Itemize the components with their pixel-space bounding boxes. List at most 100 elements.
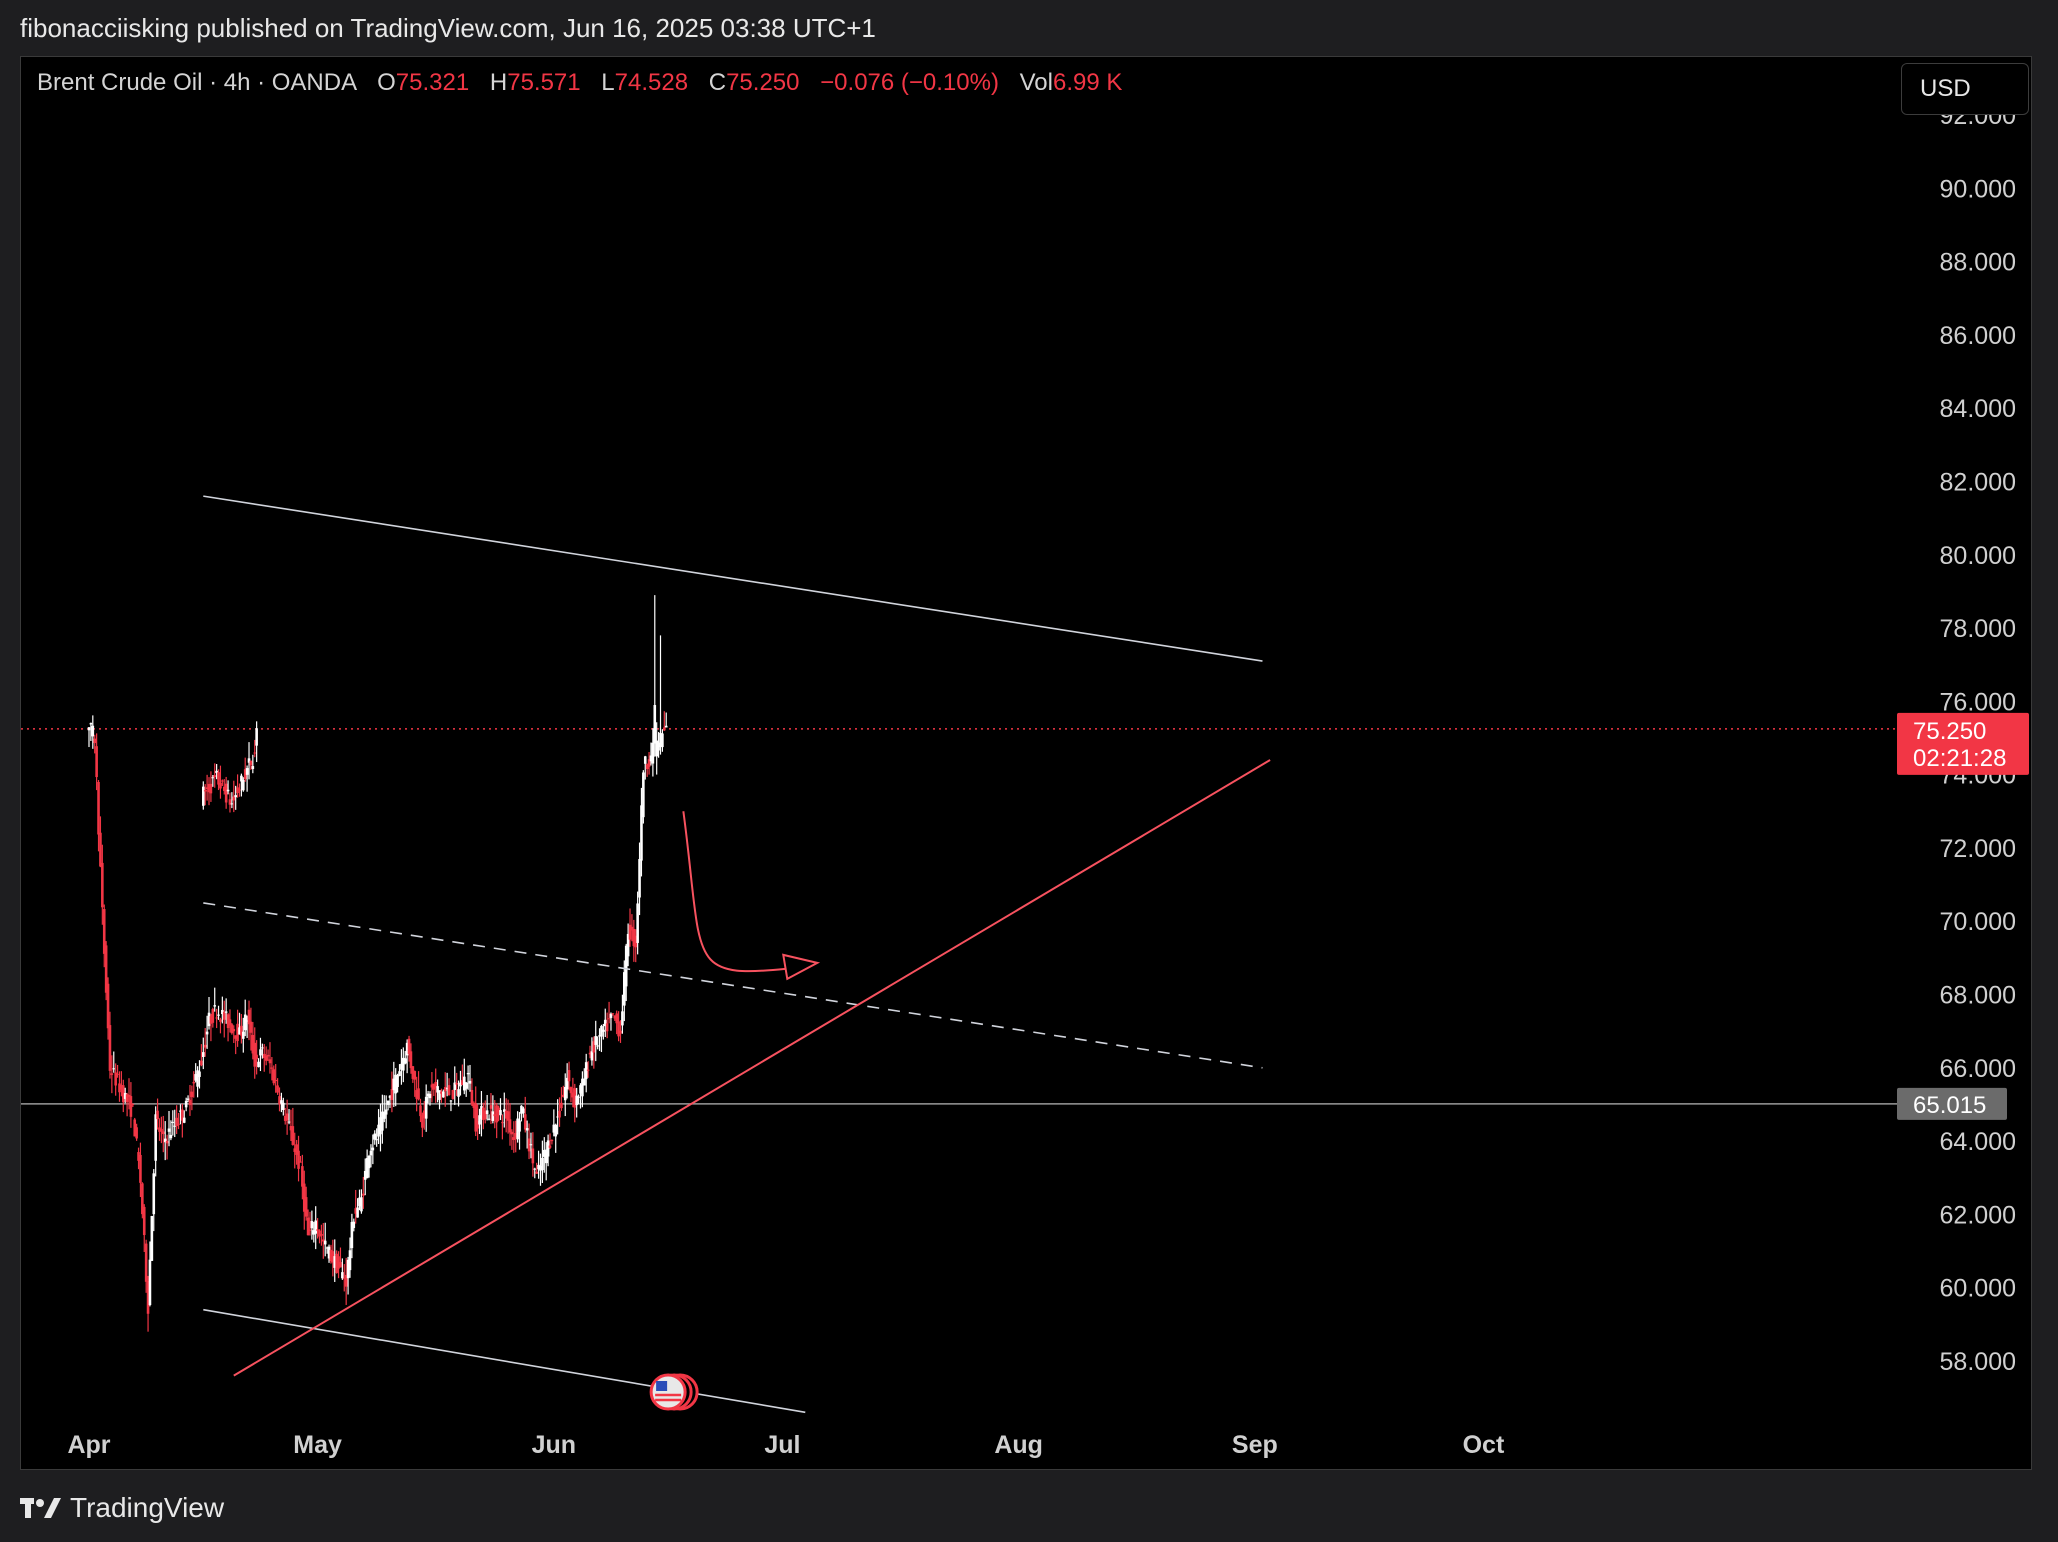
candle-body (167, 1128, 171, 1132)
candle-body (472, 1102, 476, 1108)
candle-body (179, 1110, 182, 1112)
candle-body (274, 1080, 277, 1082)
candle-body (440, 1091, 443, 1094)
candle-body (352, 1221, 356, 1228)
footer-brand[interactable]: TradingView (20, 1488, 224, 1528)
candle-body (354, 1208, 357, 1214)
candle-body (544, 1149, 548, 1164)
candle-body (651, 742, 655, 764)
x-tick-label: May (293, 1431, 342, 1459)
candle-body (278, 1096, 281, 1105)
candle-body (175, 1117, 178, 1127)
candle-body (251, 1035, 255, 1054)
y-tick-label: 72.000 (1940, 835, 2016, 863)
candle-body (489, 1105, 493, 1109)
candle-body (129, 1096, 133, 1117)
candle-body (194, 1074, 197, 1081)
candle-body (523, 1114, 527, 1130)
candle-body (621, 1011, 624, 1026)
candle-body (200, 1060, 203, 1066)
candle-body (434, 1081, 438, 1088)
candle-body (428, 1093, 432, 1099)
candle-body (451, 1089, 455, 1099)
candle-body (426, 1093, 430, 1097)
candle-body (148, 1259, 152, 1306)
candle-body (470, 1089, 474, 1105)
candle-body (101, 862, 104, 908)
candle-body (238, 1027, 241, 1035)
candle-body (165, 1140, 169, 1144)
candle-body (184, 1100, 188, 1108)
candle-body (525, 1128, 529, 1131)
candle-body (487, 1118, 491, 1120)
candle-body (362, 1193, 365, 1196)
candle-body (322, 1239, 325, 1242)
candle-body (327, 1246, 331, 1259)
candle-body (228, 1019, 232, 1026)
candle-body (407, 1038, 411, 1054)
candle-body (413, 1071, 417, 1080)
volume-value: 6.99 K (1053, 69, 1123, 96)
y-tick-label: 62.000 (1940, 1201, 2016, 1229)
change-value: −0.076 (−0.10%) (820, 69, 999, 96)
candle-body (583, 1078, 586, 1086)
candle-body (529, 1144, 533, 1146)
candle-body (609, 1013, 613, 1018)
candle-body (131, 1104, 135, 1106)
candle-body (447, 1085, 451, 1096)
open-label: O (377, 69, 396, 96)
candle-body (243, 1014, 247, 1031)
candle-body (518, 1120, 521, 1132)
candle-body (190, 1091, 194, 1098)
symbol-legend: Brent Crude Oil · 4h · OANDA O75.321 H75… (37, 69, 1136, 97)
y-tick-label: 84.000 (1940, 395, 2016, 423)
candle-body (247, 1009, 251, 1025)
candle-body (228, 799, 232, 805)
candle-body (611, 1013, 615, 1015)
candle-body (293, 1148, 297, 1152)
candle-body (240, 775, 243, 782)
currency-button[interactable]: USD (1901, 63, 2029, 115)
candle-body (396, 1075, 399, 1087)
countdown-label: 02:21:28 (1913, 745, 2006, 772)
candle-body (360, 1197, 363, 1212)
price-chart[interactable]: 58.000 60.000 62.000 64.000 66.000 68.000 70.0… (21, 57, 2032, 1470)
y-tick-label: 76.000 (1940, 688, 2016, 716)
candle-body (613, 1015, 617, 1019)
candle-body (224, 783, 228, 803)
candle-body (542, 1149, 546, 1157)
candle-body (282, 1102, 285, 1110)
candle-body (341, 1272, 344, 1279)
candle-body (226, 1014, 230, 1029)
candle-body (213, 1005, 217, 1007)
chart-panel[interactable]: Brent Crude Oil · 4h · OANDA O75.321 H75… (20, 56, 2032, 1470)
candle-body (287, 1121, 291, 1123)
candle-body (344, 1274, 348, 1287)
candle-body (432, 1083, 436, 1090)
x-tick-label: Aug (994, 1431, 1043, 1459)
projection-arrow-curve (682, 811, 786, 973)
candle-body (308, 1229, 312, 1231)
candle-body (120, 1085, 123, 1090)
candle-body (139, 1154, 142, 1183)
candle-body (636, 903, 639, 943)
candle-body (476, 1120, 479, 1129)
lower-channel-line (203, 1308, 806, 1414)
candle-body (222, 786, 226, 791)
candle-body (405, 1042, 409, 1056)
candle-body (323, 1240, 327, 1245)
candle-body (272, 1069, 276, 1084)
candle-body (310, 1221, 314, 1229)
candle-body (342, 1278, 346, 1280)
candle-body (556, 1116, 559, 1118)
candle-body (381, 1111, 384, 1131)
candle-body (546, 1140, 550, 1157)
candle-body (270, 1067, 274, 1069)
candle-body (384, 1109, 388, 1115)
candle-body (346, 1259, 350, 1279)
candle-body (133, 1119, 137, 1137)
candle-body (123, 1093, 127, 1099)
candle-body (541, 1157, 544, 1171)
candle-body (661, 733, 664, 748)
volume-label: Vol (1019, 69, 1053, 96)
